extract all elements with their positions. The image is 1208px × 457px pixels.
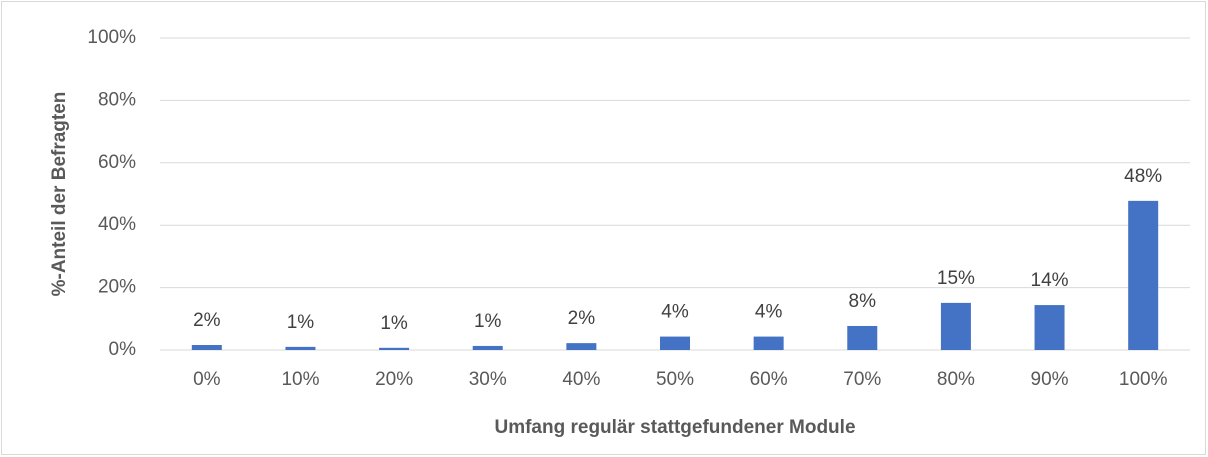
data-label: 14% bbox=[1031, 270, 1069, 291]
x-axis-title: Umfang regulär stattgefundener Module bbox=[494, 417, 855, 438]
x-tick-label: 0% bbox=[193, 369, 221, 390]
data-label: 1% bbox=[380, 313, 408, 334]
bar bbox=[660, 336, 690, 350]
data-label: 8% bbox=[849, 291, 877, 312]
bar bbox=[191, 345, 222, 350]
x-tick-label: 10% bbox=[281, 369, 319, 390]
bar bbox=[472, 345, 503, 350]
data-label: 1% bbox=[287, 312, 315, 333]
bar bbox=[379, 347, 410, 350]
y-tick-label: 40% bbox=[98, 214, 136, 235]
x-tick-label: 30% bbox=[469, 369, 507, 390]
x-tick-label: 20% bbox=[375, 369, 413, 390]
data-label: 48% bbox=[1124, 166, 1162, 187]
x-tick-label: 90% bbox=[1031, 369, 1069, 390]
x-tick-label: 100% bbox=[1119, 369, 1168, 390]
bar bbox=[1128, 200, 1159, 350]
data-label: 1% bbox=[474, 311, 502, 332]
y-tick-label: 60% bbox=[98, 152, 136, 173]
y-axis-title: %-Anteil der Befragten bbox=[49, 92, 70, 297]
x-tick-label: 50% bbox=[656, 369, 694, 390]
y-tick-label: 80% bbox=[98, 89, 136, 110]
x-tick-label: 40% bbox=[562, 369, 600, 390]
bar bbox=[940, 302, 971, 350]
data-label: 15% bbox=[937, 268, 975, 289]
bar bbox=[285, 346, 316, 350]
data-label: 2% bbox=[193, 310, 221, 331]
data-label: 2% bbox=[568, 308, 596, 329]
bar bbox=[1034, 305, 1065, 350]
data-label: 4% bbox=[661, 302, 689, 323]
y-tick-label: 0% bbox=[109, 339, 137, 360]
y-tick-label: 100% bbox=[87, 27, 136, 48]
x-tick-label: 60% bbox=[750, 369, 788, 390]
bar bbox=[753, 336, 784, 350]
bar bbox=[566, 343, 597, 350]
x-tick-label: 80% bbox=[937, 369, 975, 390]
data-label: 4% bbox=[755, 302, 783, 323]
y-tick-label: 20% bbox=[98, 277, 136, 298]
bar bbox=[847, 325, 878, 350]
x-tick-label: 70% bbox=[843, 369, 881, 390]
